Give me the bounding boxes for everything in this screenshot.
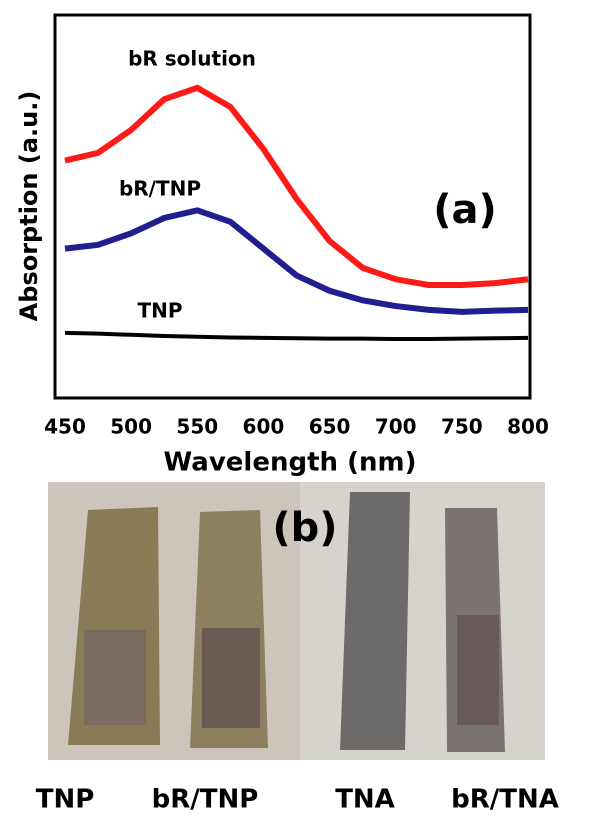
x-axis-label: Wavelength (nm) bbox=[164, 448, 417, 478]
photo-label: (b) bbox=[272, 505, 337, 551]
series-label: TNP bbox=[137, 299, 182, 323]
x-tick-label: 650 bbox=[309, 415, 351, 439]
series-line bbox=[64, 84, 529, 289]
strip-window bbox=[84, 630, 146, 725]
strip bbox=[340, 492, 410, 750]
x-tick-label: 500 bbox=[110, 415, 152, 439]
x-tick-label: 450 bbox=[44, 415, 86, 439]
sample-label: bR/TNP bbox=[152, 785, 259, 815]
sample-label: bR/TNA bbox=[451, 785, 559, 815]
photo-background-right bbox=[300, 482, 545, 760]
strip-window bbox=[457, 615, 499, 725]
series-line bbox=[64, 207, 529, 315]
series-label: bR solution bbox=[128, 47, 256, 71]
x-tick-label: 700 bbox=[375, 415, 417, 439]
panel-label: (a) bbox=[433, 187, 497, 233]
plot-frame bbox=[53, 13, 532, 400]
x-tick-label: 750 bbox=[441, 415, 483, 439]
y-axis-label: Absorption (a.u.) bbox=[15, 91, 43, 322]
strip-window bbox=[202, 628, 260, 728]
series-line bbox=[64, 330, 529, 342]
x-tick-label: 600 bbox=[243, 415, 285, 439]
x-tick-label: 800 bbox=[507, 415, 549, 439]
x-tick-label: 550 bbox=[176, 415, 218, 439]
photo-panel: (b) bbox=[48, 482, 545, 760]
sample-label: TNP bbox=[36, 785, 95, 815]
sample-label: TNA bbox=[335, 785, 395, 815]
series-label: bR/TNP bbox=[119, 177, 201, 201]
